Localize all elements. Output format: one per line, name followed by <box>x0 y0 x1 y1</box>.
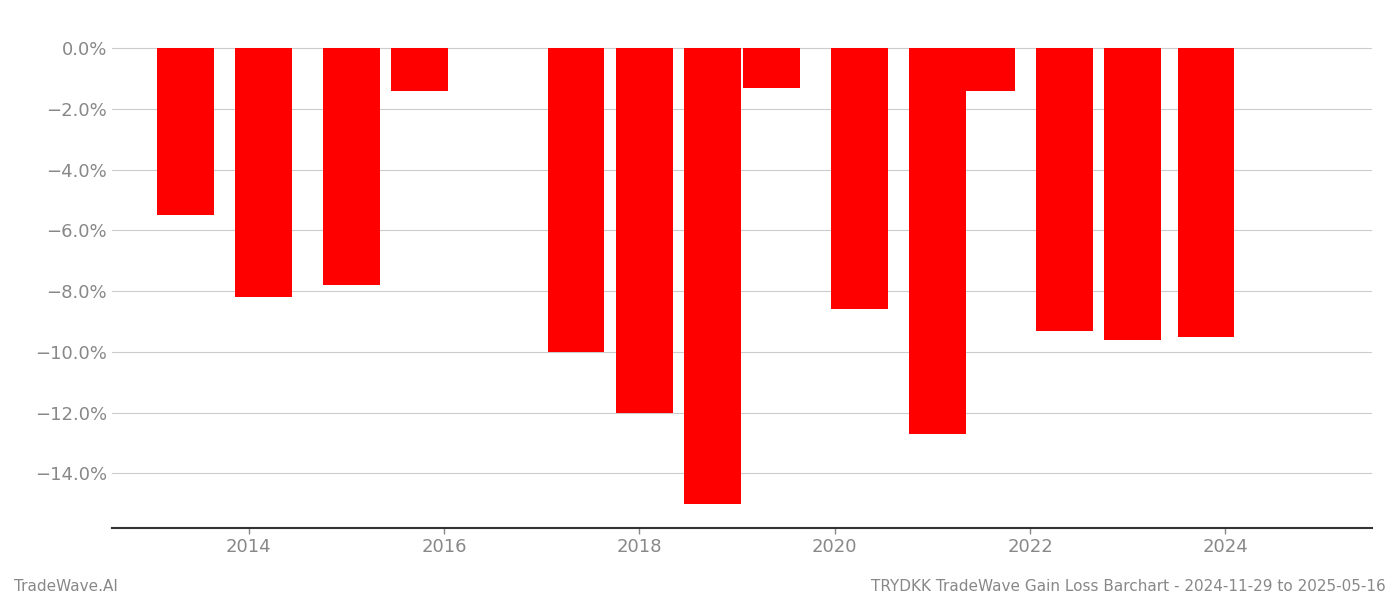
Bar <box>1036 48 1092 331</box>
Text: TradeWave.AI: TradeWave.AI <box>14 579 118 594</box>
Bar <box>1177 48 1235 337</box>
Text: TRYDKK TradeWave Gain Loss Barchart - 2024-11-29 to 2025-05-16: TRYDKK TradeWave Gain Loss Barchart - 20… <box>871 579 1386 594</box>
Bar <box>685 48 741 504</box>
Bar <box>392 48 448 91</box>
Bar <box>1105 48 1161 340</box>
Bar <box>958 48 1015 91</box>
Bar <box>323 48 379 285</box>
Bar <box>235 48 291 297</box>
Bar <box>547 48 605 352</box>
Bar <box>743 48 799 88</box>
Bar <box>909 48 966 434</box>
Bar <box>157 48 214 215</box>
Bar <box>830 48 888 310</box>
Bar <box>616 48 672 413</box>
